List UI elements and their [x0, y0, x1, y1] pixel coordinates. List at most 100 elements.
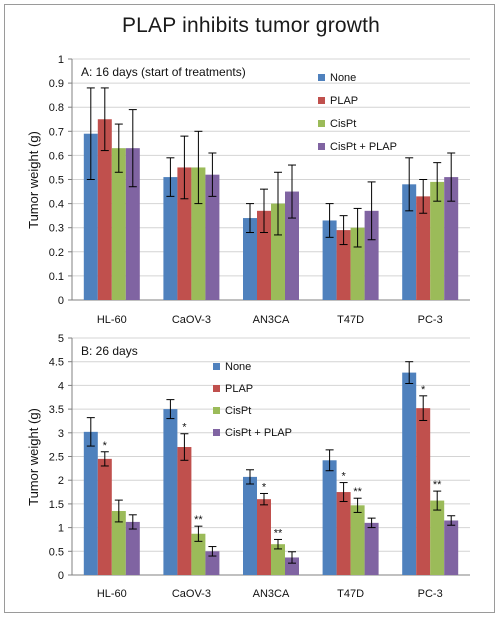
y-tick-label: 0.5 — [49, 546, 64, 558]
y-tick-label: 1.5 — [49, 499, 64, 511]
y-axis-label: Tumor weight (g) — [26, 408, 41, 506]
x-tick-label: AN3CA — [253, 314, 290, 326]
legend-label: None — [225, 361, 251, 373]
bar — [285, 191, 299, 300]
legend-swatch — [318, 97, 325, 104]
legend-label: CisPt + PLAP — [330, 141, 397, 153]
bar — [243, 476, 257, 575]
bar — [191, 167, 206, 300]
legend-swatch — [318, 120, 325, 127]
significance-marker: ** — [194, 514, 203, 526]
x-tick-label: HL-60 — [97, 588, 127, 600]
bar — [205, 551, 220, 575]
panel-title: A: 16 days (start of treatments) — [81, 65, 246, 79]
bar — [205, 174, 220, 300]
panel-title: B: 26 days — [81, 344, 138, 358]
significance-marker: * — [341, 471, 346, 483]
chart-panel-a: 0 0.1 0.2 0.3 0.4 0.5 0.6 0.7 0.8 0.9 1 Tumor weigh… — [26, 54, 470, 326]
figure-title: PLAP inhibits tumor growth — [121, 14, 381, 37]
y-axis-label: Tumor weight (g) — [26, 131, 41, 229]
bar — [322, 220, 337, 300]
bar — [83, 133, 98, 300]
bar — [97, 119, 112, 300]
bar — [364, 210, 379, 300]
bar — [430, 500, 445, 575]
legend-swatch — [318, 143, 325, 150]
bar — [257, 210, 271, 300]
legend-swatch — [213, 385, 220, 392]
bar — [444, 177, 459, 300]
significance-marker: * — [182, 422, 187, 434]
y-tick-label: 3 — [58, 428, 64, 440]
bar — [177, 167, 192, 300]
legend-label: PLAP — [330, 95, 358, 107]
y-tick-label: 0 — [58, 570, 64, 582]
bar — [336, 230, 351, 300]
bar — [285, 557, 299, 575]
significance-marker: * — [103, 440, 108, 452]
legend-label: CisPt — [330, 118, 356, 130]
y-tick-label: 0.7 — [49, 126, 64, 138]
chart-panel-b: 0 0.5 1 1.5 2 2.5 3 3.5 4 4.5 5 Tumor weight (g) B: … — [26, 333, 470, 600]
y-tick-label: 0.2 — [49, 247, 64, 259]
x-tick-label: HL-60 — [97, 314, 127, 326]
bar — [336, 492, 351, 575]
legend-swatch — [213, 407, 220, 414]
legend-swatch — [318, 74, 325, 81]
y-tick-label: 0.8 — [49, 102, 64, 114]
y-tick-label: 0.9 — [49, 78, 64, 90]
significance-marker: ** — [353, 486, 362, 498]
bar — [271, 203, 285, 300]
y-tick-label: 1 — [58, 523, 64, 535]
bar — [111, 148, 126, 300]
legend-label: PLAP — [225, 383, 253, 395]
significance-marker: * — [262, 481, 267, 493]
bar — [163, 409, 178, 575]
bar — [125, 148, 140, 300]
y-tick-label: 0.3 — [49, 223, 64, 235]
y-tick-label: 5 — [58, 333, 64, 345]
x-tick-label: CaOV-3 — [172, 314, 211, 326]
bar — [111, 511, 126, 575]
bar — [364, 522, 379, 575]
y-tick-label: 0.4 — [49, 199, 64, 211]
legend-label: CisPt + PLAP — [225, 427, 292, 439]
figure-frame — [4, 4, 495, 613]
bar — [257, 499, 271, 575]
bar — [416, 196, 431, 300]
bar — [97, 458, 112, 575]
y-tick-label: 3.5 — [49, 404, 64, 416]
bar — [416, 408, 431, 575]
bar — [271, 544, 285, 575]
x-tick-label: T47D — [337, 314, 364, 326]
x-tick-label: PC-3 — [418, 588, 443, 600]
bar — [402, 372, 417, 575]
bar — [83, 431, 98, 575]
y-tick-label: 0.5 — [49, 175, 64, 187]
y-tick-label: 2 — [58, 475, 64, 487]
x-tick-label: AN3CA — [253, 588, 290, 600]
legend-swatch — [213, 363, 220, 370]
bar — [350, 505, 365, 575]
legend-label: CisPt — [225, 405, 251, 417]
bar — [177, 447, 192, 575]
bar — [163, 177, 178, 300]
bar — [243, 218, 257, 300]
significance-marker: * — [421, 384, 426, 396]
bar — [444, 520, 459, 575]
legend-label: None — [330, 72, 356, 84]
bar — [191, 533, 206, 575]
y-tick-label: 4.5 — [49, 357, 64, 369]
significance-marker: ** — [433, 479, 442, 491]
bar — [430, 181, 445, 300]
bar — [402, 184, 417, 300]
bar — [350, 227, 365, 300]
significance-marker: ** — [274, 527, 283, 539]
legend-swatch — [213, 429, 220, 436]
y-tick-label: 0 — [58, 295, 64, 307]
bar — [322, 460, 337, 575]
y-tick-label: 0.6 — [49, 150, 64, 162]
bar — [125, 521, 140, 575]
x-tick-label: T47D — [337, 588, 364, 600]
